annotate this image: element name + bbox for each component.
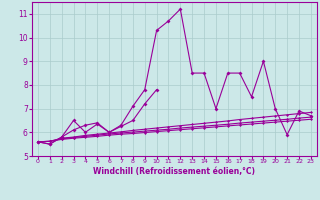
X-axis label: Windchill (Refroidissement éolien,°C): Windchill (Refroidissement éolien,°C) <box>93 167 255 176</box>
